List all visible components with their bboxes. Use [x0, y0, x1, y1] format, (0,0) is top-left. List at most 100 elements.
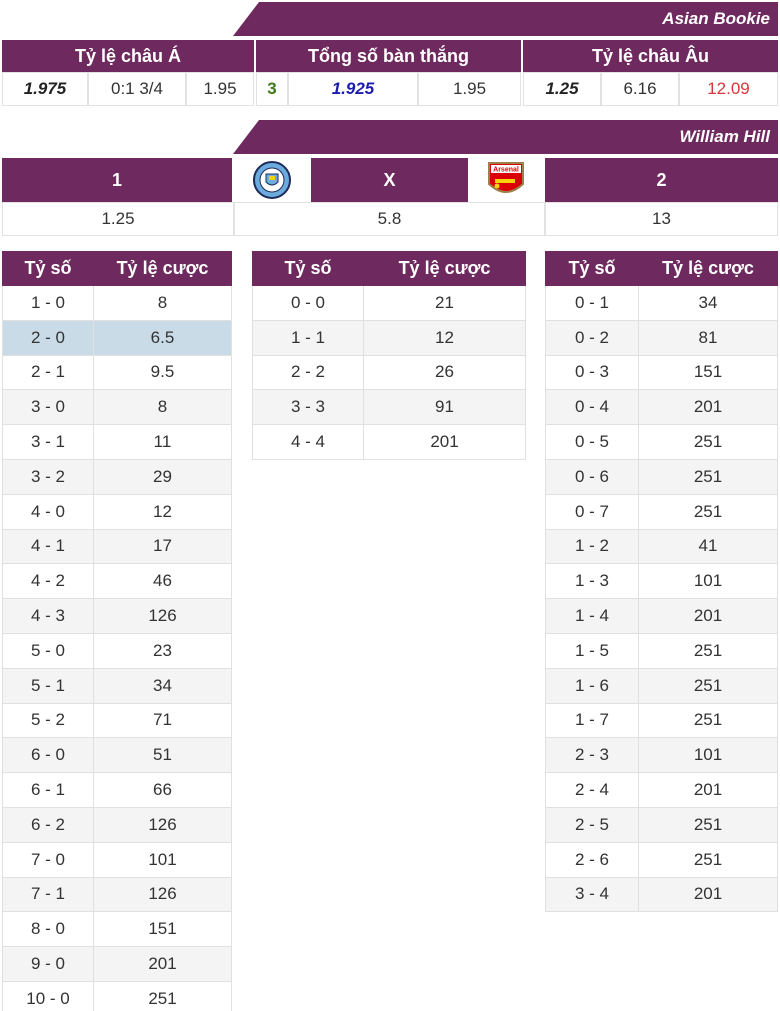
table-row: 0 - 7 251: [545, 493, 778, 530]
table-row: 2 - 4 201: [545, 772, 778, 808]
away-score-table: Tỷ số Tỷ lệ cược 0 - 1 34 0 - 2 81 0 - 3 151 0…: [545, 251, 778, 913]
table-row: 5 - 2 71: [2, 702, 232, 739]
asian-odds-header: Tỷ lệ châu Á: [2, 40, 254, 72]
table-row: 2 - 6 251: [545, 841, 778, 878]
odds-cell: 101: [638, 563, 778, 600]
odds-cell: 17: [93, 528, 232, 565]
table-row: 3 - 2 29: [2, 458, 232, 495]
europe-home-odd: 1.25: [523, 72, 601, 106]
table-row: 0 - 4 201: [545, 389, 778, 426]
score-cell: 7 - 1: [2, 876, 94, 913]
score-cell: 3 - 1: [2, 424, 94, 460]
table-row: 1 - 4 201: [545, 598, 778, 634]
score-cell: 7 - 0: [2, 841, 94, 878]
score-cell: 1 - 4: [545, 598, 639, 634]
man-city-crest-icon: [253, 161, 291, 199]
table-row: 0 - 3 151: [545, 354, 778, 391]
odds-cell: 8: [93, 389, 232, 426]
table-row: 3 - 4 201: [545, 876, 778, 913]
odds-cell: 251: [93, 980, 232, 1011]
odds-column-header: Tỷ lệ cược: [638, 251, 778, 286]
score-cell: 0 - 0: [252, 285, 364, 321]
odds-cell: 251: [638, 458, 778, 495]
odds-cell: 251: [638, 702, 778, 739]
score-cell: 3 - 2: [2, 458, 94, 495]
table-row: 0 - 1 34: [545, 285, 778, 321]
score-cell: 3 - 3: [252, 389, 364, 426]
score-column-header: Tỷ số: [2, 251, 94, 286]
score-cell: 4 - 1: [2, 528, 94, 565]
odds-cell: 201: [638, 598, 778, 634]
odds-cell: 12: [363, 319, 526, 356]
table-row: 7 - 0 101: [2, 841, 232, 878]
odds-cell: 251: [638, 667, 778, 704]
score-cell: 2 - 1: [2, 354, 94, 391]
table-row: 6 - 1 66: [2, 772, 232, 808]
score-cell: 5 - 2: [2, 702, 94, 739]
europe-odds-header: Tỷ lệ châu Âu: [523, 40, 778, 72]
odds-cell: 51: [93, 737, 232, 774]
table-row: 0 - 2 81: [545, 319, 778, 356]
odds-cell: 26: [363, 354, 526, 391]
table-row: 10 - 0 251: [2, 980, 232, 1011]
score-cell: 1 - 6: [545, 667, 639, 704]
score-cell: 8 - 0: [2, 911, 94, 948]
table-row: 1 - 2 41: [545, 528, 778, 565]
odds-cell: 29: [93, 458, 232, 495]
odds-cell: 66: [93, 772, 232, 808]
score-cell: 5 - 0: [2, 632, 94, 669]
odds-column-header: Tỷ lệ cược: [363, 251, 526, 286]
draw-odd: 5.8: [234, 202, 545, 236]
table-row: 4 - 4 201: [252, 424, 526, 460]
odds-cell: 41: [638, 528, 778, 565]
score-cell: 2 - 4: [545, 772, 639, 808]
table-row: 1 - 1 12: [252, 319, 526, 356]
odds-cell: 251: [638, 424, 778, 460]
score-cell: 10 - 0: [2, 980, 94, 1011]
away-win-header: 2: [545, 158, 778, 202]
score-cell: 1 - 3: [545, 563, 639, 600]
score-cell: 1 - 1: [252, 319, 364, 356]
asian-home-odd: 1.975: [2, 72, 88, 106]
odds-cell: 251: [638, 632, 778, 669]
score-cell: 0 - 1: [545, 285, 639, 321]
away-team-logo: Arsenal: [469, 158, 543, 202]
score-cell: 1 - 5: [545, 632, 639, 669]
table-row: 2 - 0 6.5: [2, 319, 232, 356]
score-cell: 0 - 6: [545, 458, 639, 495]
score-cell: 4 - 3: [2, 598, 94, 634]
score-cell: 2 - 2: [252, 354, 364, 391]
odds-column-header: Tỷ lệ cược: [93, 251, 232, 286]
odds-cell: 6.5: [93, 319, 232, 356]
score-cell: 0 - 4: [545, 389, 639, 426]
draw-header: X: [311, 158, 468, 202]
score-cell: 0 - 3: [545, 354, 639, 391]
draw-score-table: Tỷ số Tỷ lệ cược 0 - 0 21 1 - 1 12 2 - 2 26 3 …: [252, 251, 526, 460]
europe-draw-odd: 6.16: [601, 72, 679, 106]
score-cell: 2 - 6: [545, 841, 639, 878]
odds-cell: 101: [638, 737, 778, 774]
score-cell: 3 - 0: [2, 389, 94, 426]
william-hill-title: William Hill: [679, 127, 770, 146]
table-row: 7 - 1 126: [2, 876, 232, 913]
odds-cell: 12: [93, 493, 232, 530]
score-cell: 9 - 0: [2, 946, 94, 982]
score-cell: 2 - 0: [2, 319, 94, 356]
table-row: 6 - 2 126: [2, 806, 232, 843]
score-cell: 1 - 2: [545, 528, 639, 565]
odds-cell: 201: [93, 946, 232, 982]
odds-cell: 126: [93, 598, 232, 634]
table-row: 2 - 3 101: [545, 737, 778, 774]
table-row: 3 - 3 91: [252, 389, 526, 426]
odds-cell: 46: [93, 563, 232, 600]
odds-cell: 251: [638, 493, 778, 530]
odds-cell: 151: [93, 911, 232, 948]
odds-cell: 23: [93, 632, 232, 669]
table-row: 1 - 5 251: [545, 632, 778, 669]
total-goals-line: 3: [256, 72, 288, 106]
score-cell: 4 - 2: [2, 563, 94, 600]
odds-cell: 8: [93, 285, 232, 321]
table-row: 4 - 1 17: [2, 528, 232, 565]
table-row: 2 - 5 251: [545, 806, 778, 843]
